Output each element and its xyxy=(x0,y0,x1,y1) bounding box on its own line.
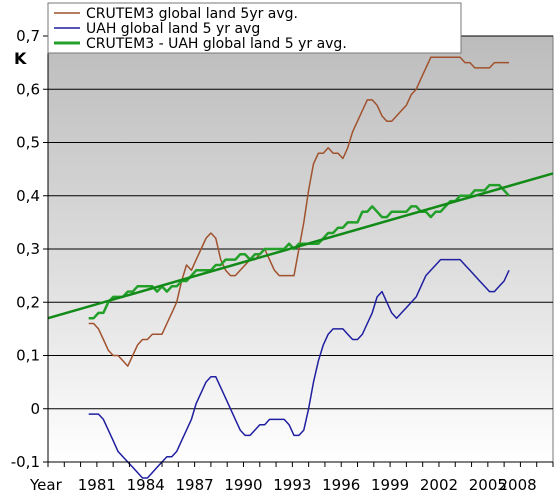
x-tick-label: 1996 xyxy=(322,476,360,494)
y-tick-labels: -0,1 0 0,1 0,2 0,3 0,4 0,5 0,6 0,7 xyxy=(11,27,40,471)
series-line-uah xyxy=(88,258,510,479)
x-tick-label: 2002 xyxy=(420,476,458,494)
x-tick-labels: Year 1981 1984 1987 1990 1993 1996 1999 2002 2005… xyxy=(29,476,537,494)
y-tick-label: 0,4 xyxy=(16,187,40,205)
y-tick-label: 0,5 xyxy=(16,134,40,152)
y-tick-label: 0,2 xyxy=(16,293,40,311)
y-tick-label: 0,6 xyxy=(16,80,40,98)
x-tick-label: 1990 xyxy=(224,476,262,494)
y-tick-label: 0,7 xyxy=(16,27,40,45)
legend: CRUTEM3 global land 5yr avg. UAH global … xyxy=(47,2,462,54)
legend-label-crutem3: CRUTEM3 global land 5yr avg. xyxy=(86,6,298,22)
series-line-crutem3 xyxy=(88,56,509,367)
series-line-difference xyxy=(88,183,510,320)
legend-label-uah: UAH global land 5 yr avg xyxy=(86,21,260,37)
y-tick-label: 0 xyxy=(30,400,40,418)
x-tick-label: 1981 xyxy=(78,476,116,494)
x-tick-label: 1999 xyxy=(371,476,409,494)
x-tick-label: 2008 xyxy=(499,476,537,494)
legend-label-difference: CRUTEM3 - UAH global land 5 yr avg. xyxy=(86,36,347,52)
legend-box xyxy=(47,2,462,54)
y-tick-label: 0,1 xyxy=(16,347,40,365)
series-lines xyxy=(47,56,554,479)
trend-line xyxy=(47,172,554,320)
x-tick-label: 2005 xyxy=(469,476,507,494)
axes xyxy=(43,35,554,467)
x-tick-label: 1984 xyxy=(127,476,165,494)
y-axis-unit-label: K xyxy=(14,49,27,68)
y-tick-label: 0,3 xyxy=(16,240,40,258)
x-tick-label: 1987 xyxy=(176,476,214,494)
y-tick-label: -0,1 xyxy=(11,453,40,471)
x-tick-label: 1993 xyxy=(273,476,311,494)
x-tick-label: Year xyxy=(29,476,63,494)
